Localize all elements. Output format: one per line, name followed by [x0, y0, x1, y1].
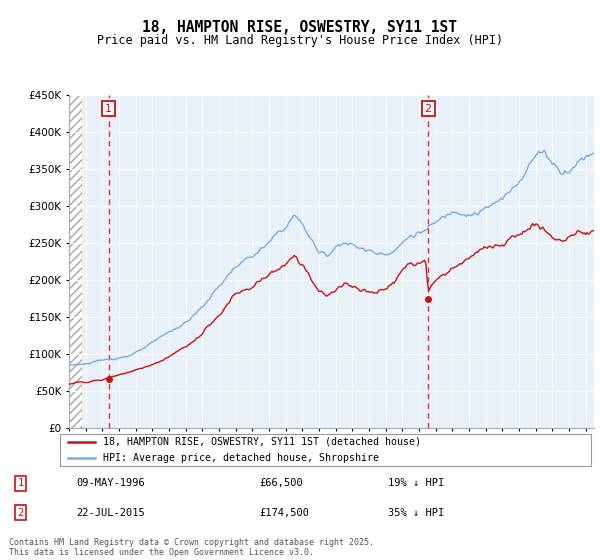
- Text: 09-MAY-1996: 09-MAY-1996: [77, 478, 145, 488]
- Text: 22-JUL-2015: 22-JUL-2015: [77, 508, 145, 518]
- Text: £66,500: £66,500: [259, 478, 302, 488]
- Text: 18, HAMPTON RISE, OSWESTRY, SY11 1ST: 18, HAMPTON RISE, OSWESTRY, SY11 1ST: [143, 20, 458, 35]
- Text: 19% ↓ HPI: 19% ↓ HPI: [388, 478, 445, 488]
- Text: 2: 2: [425, 104, 432, 114]
- Text: HPI: Average price, detached house, Shropshire: HPI: Average price, detached house, Shro…: [103, 453, 379, 463]
- Text: Price paid vs. HM Land Registry's House Price Index (HPI): Price paid vs. HM Land Registry's House …: [97, 34, 503, 46]
- Text: 18, HAMPTON RISE, OSWESTRY, SY11 1ST (detached house): 18, HAMPTON RISE, OSWESTRY, SY11 1ST (de…: [103, 437, 421, 447]
- Text: 35% ↓ HPI: 35% ↓ HPI: [388, 508, 445, 518]
- Text: Contains HM Land Registry data © Crown copyright and database right 2025.
This d: Contains HM Land Registry data © Crown c…: [9, 538, 374, 557]
- Text: 2: 2: [17, 508, 24, 518]
- Text: 1: 1: [17, 478, 24, 488]
- FancyBboxPatch shape: [59, 434, 592, 466]
- Text: £174,500: £174,500: [259, 508, 309, 518]
- Text: 1: 1: [105, 104, 112, 114]
- Bar: [69, 95, 82, 428]
